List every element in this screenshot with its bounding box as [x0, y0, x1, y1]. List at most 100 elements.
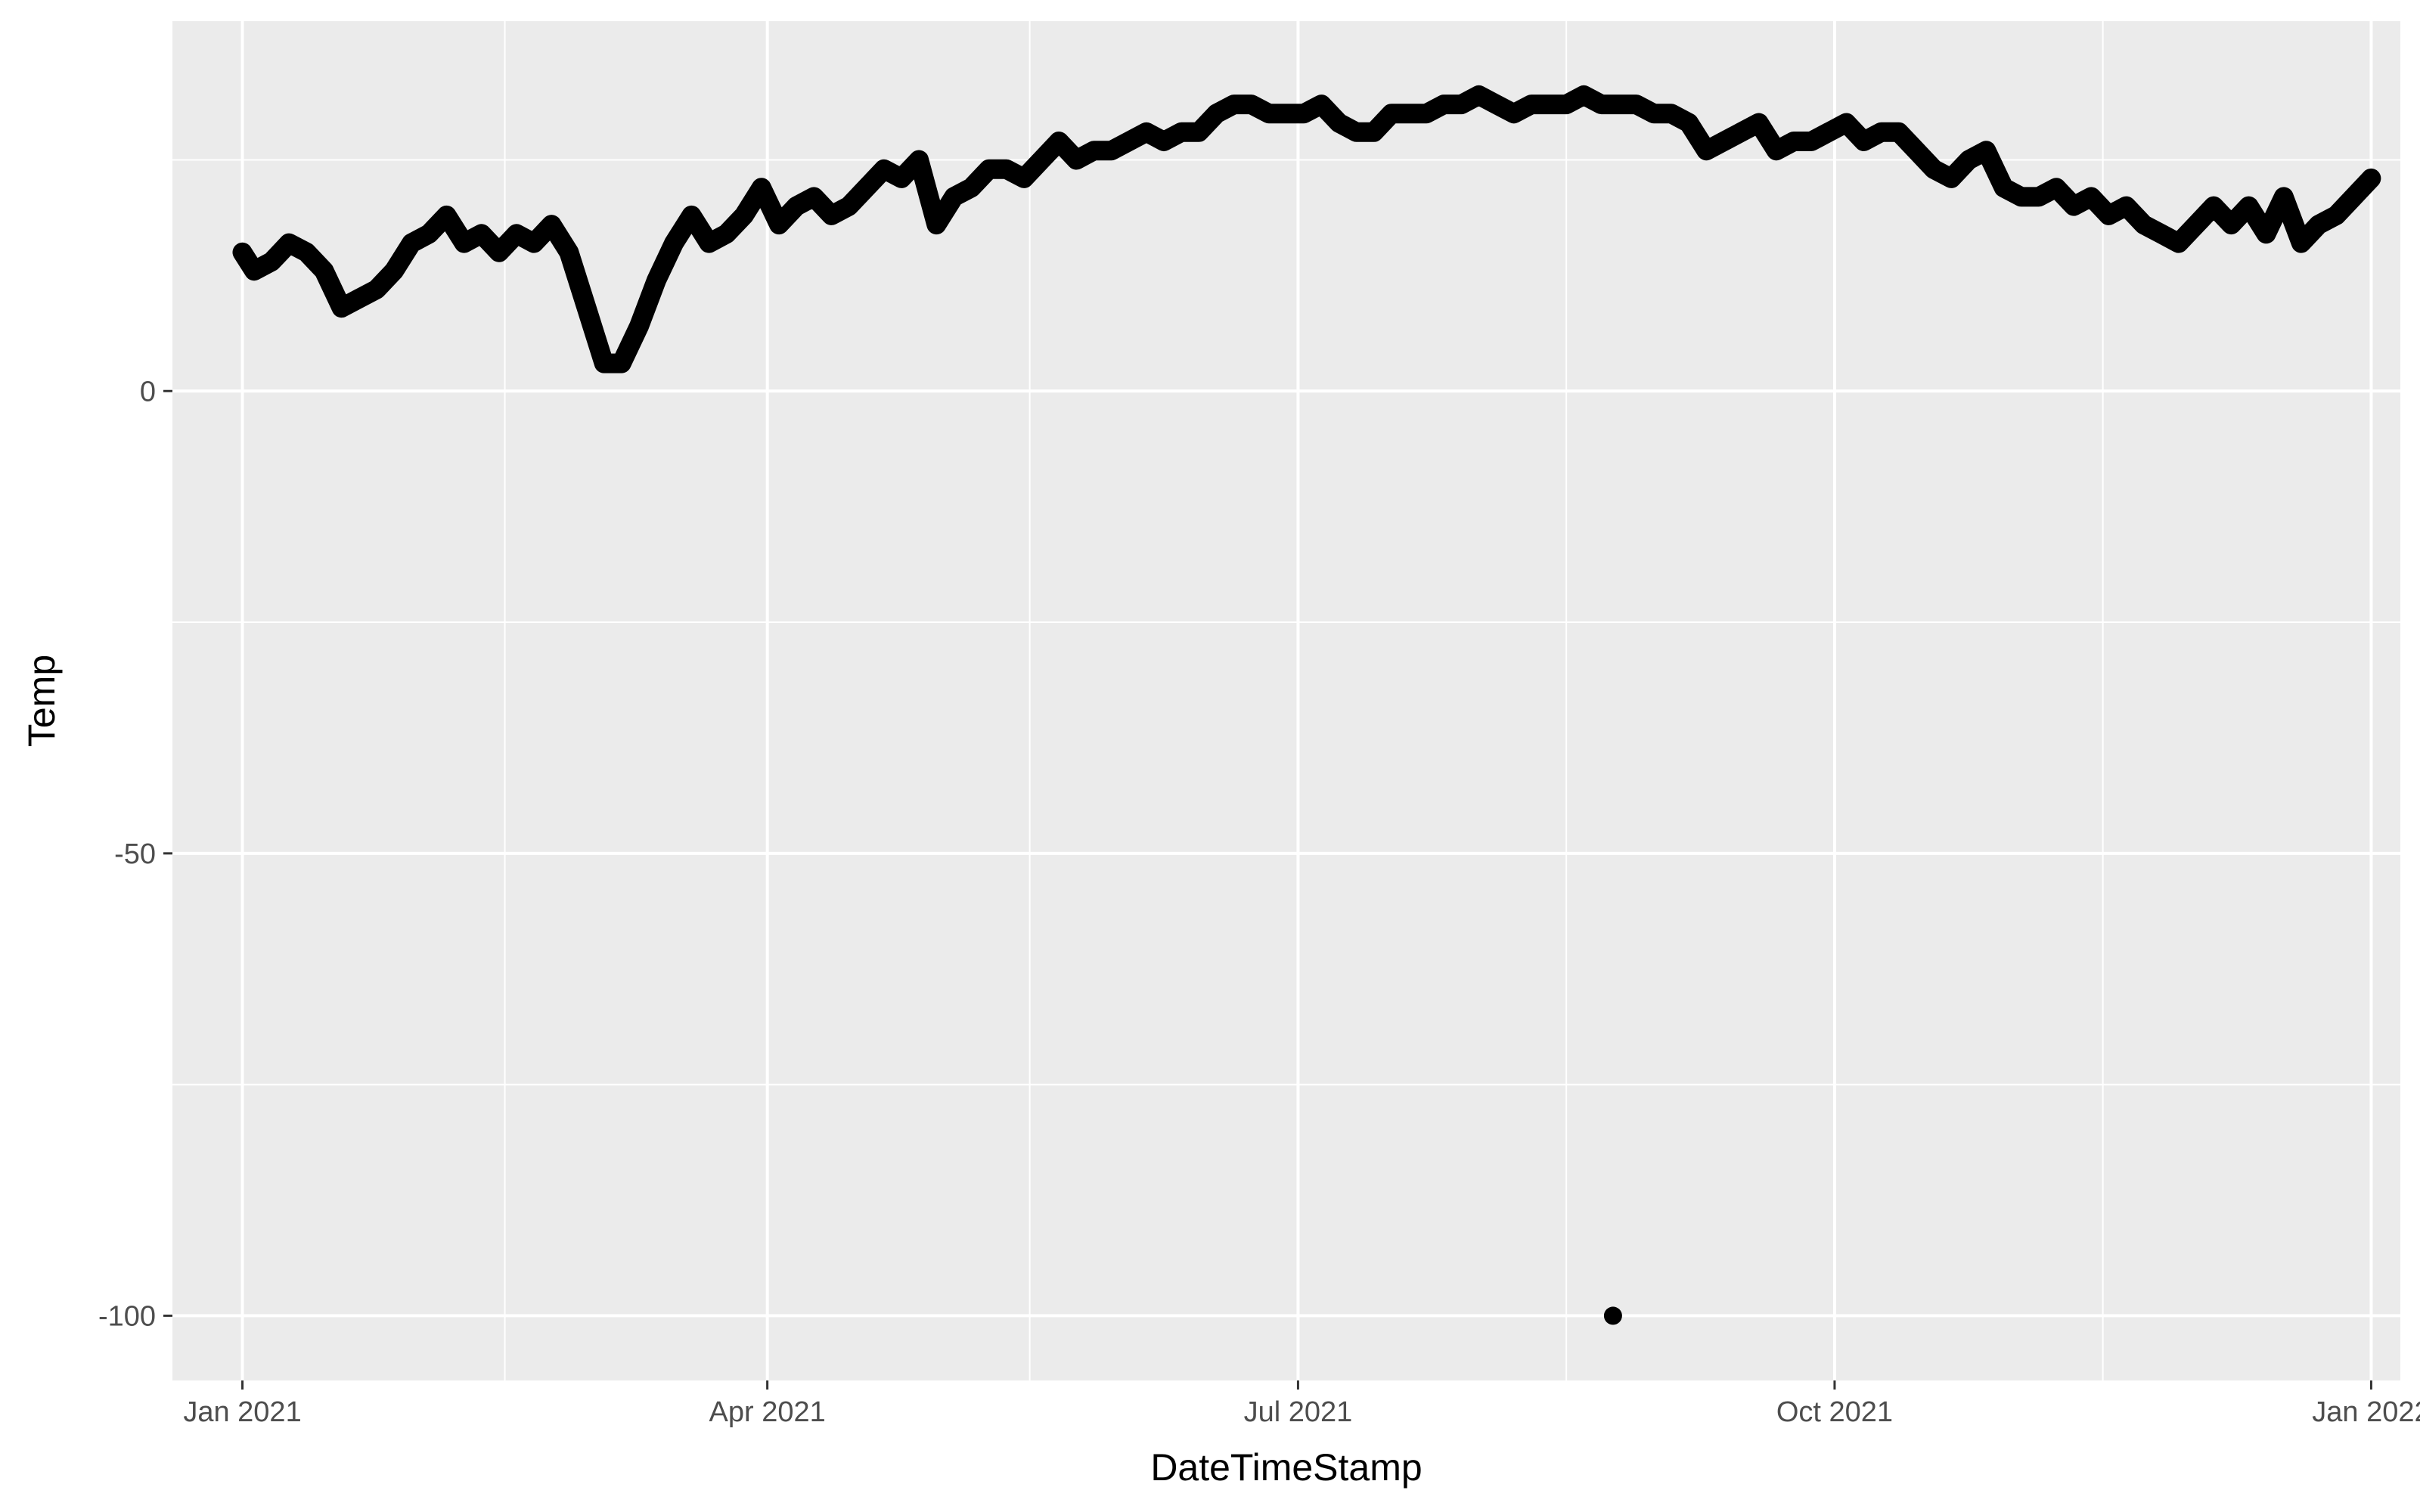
data-point — [700, 234, 718, 253]
data-point — [1697, 141, 1716, 160]
data-point — [2327, 206, 2346, 225]
data-point — [367, 280, 386, 299]
y-axis: 0 -50 -100 — [98, 376, 172, 1332]
data-point — [1347, 122, 1366, 141]
data-point — [525, 234, 544, 253]
data-point — [594, 354, 613, 373]
data-point — [1732, 122, 1751, 141]
data-point — [385, 262, 404, 280]
y-tick-label: -50 — [114, 838, 156, 870]
data-point — [1820, 122, 1838, 141]
data-point — [1603, 1306, 1622, 1325]
data-point — [262, 253, 281, 271]
data-point — [682, 206, 701, 225]
data-point — [472, 225, 491, 243]
data-point — [1312, 95, 1331, 114]
y-axis-title: Temp — [20, 655, 63, 747]
data-point — [1435, 95, 1454, 114]
data-point — [805, 187, 824, 206]
data-point — [1837, 113, 1856, 132]
x-axis: Jan 2021 Apr 2021 Jul 2021 Oct 2021 Jan 2022 — [183, 1380, 2420, 1428]
data-point — [2239, 197, 2258, 215]
data-point — [1925, 160, 1943, 178]
data-point — [315, 262, 334, 280]
data-point — [402, 234, 421, 253]
data-point — [2152, 225, 2170, 243]
data-point — [1522, 95, 1540, 114]
data-point — [1575, 85, 1593, 104]
data-point — [822, 206, 841, 225]
data-points — [232, 85, 2381, 1325]
data-point — [1994, 178, 2013, 197]
data-point — [1452, 95, 1471, 114]
data-point — [1662, 104, 1680, 123]
y-tick-label: 0 — [140, 376, 156, 407]
data-point — [1854, 132, 1873, 150]
data-point — [1942, 169, 1961, 187]
data-point — [1540, 95, 1558, 114]
data-point — [437, 206, 456, 225]
data-point — [1224, 95, 1243, 114]
data-point — [1084, 141, 1103, 160]
data-point — [2187, 215, 2206, 234]
data-point — [233, 243, 252, 262]
data-point — [647, 271, 666, 290]
data-point — [1767, 141, 1786, 160]
data-point — [1400, 104, 1418, 123]
data-point — [1119, 132, 1138, 150]
data-point — [2344, 187, 2363, 206]
data-point — [2047, 178, 2065, 197]
data-point — [1172, 122, 1191, 141]
data-point — [489, 243, 508, 262]
data-point — [349, 289, 368, 308]
data-point — [1469, 85, 1488, 104]
data-point — [2204, 197, 2223, 215]
data-point — [577, 299, 596, 318]
data-point — [245, 262, 263, 280]
data-point — [455, 234, 473, 253]
data-point — [1714, 132, 1733, 150]
data-point — [297, 243, 316, 262]
data-point — [979, 160, 998, 178]
x-tick-label: Jan 2022 — [2312, 1396, 2420, 1428]
data-point — [1207, 104, 1226, 123]
data-point — [1417, 104, 1436, 123]
plot-panel — [172, 21, 2400, 1380]
data-point — [1295, 104, 1314, 123]
data-point — [874, 160, 893, 178]
data-point — [1784, 132, 1803, 150]
data-point — [1259, 104, 1278, 123]
data-point — [612, 354, 631, 373]
data-point — [962, 178, 981, 197]
data-point — [787, 197, 806, 215]
data-point — [1680, 113, 1699, 132]
major-gridlines — [172, 21, 2400, 1380]
data-point — [1242, 95, 1261, 114]
data-point — [2029, 187, 2048, 206]
x-tick-label: Jan 2021 — [183, 1396, 301, 1428]
data-point — [1032, 150, 1051, 169]
x-axis-title: DateTimeStamp — [1150, 1446, 1422, 1489]
data-point — [1487, 95, 1506, 114]
x-tick-label: Oct 2021 — [1776, 1396, 1893, 1428]
data-point — [717, 225, 736, 243]
data-point — [542, 215, 561, 234]
data-point — [665, 234, 684, 253]
data-point — [1137, 122, 1156, 141]
data-point — [1050, 132, 1069, 150]
data-point — [2257, 225, 2276, 243]
data-point — [420, 225, 439, 243]
data-point — [2291, 234, 2310, 253]
data-point — [1557, 95, 1576, 114]
data-point — [770, 215, 789, 234]
data-point — [1382, 104, 1401, 123]
data-point — [927, 215, 946, 234]
data-point — [1907, 141, 1925, 160]
data-point — [910, 150, 929, 169]
data-point — [2134, 215, 2153, 234]
data-point — [2065, 197, 2083, 215]
data-point — [1277, 104, 1295, 123]
data-point — [839, 197, 858, 215]
x-tick-label: Apr 2021 — [709, 1396, 826, 1428]
data-point — [332, 299, 351, 318]
